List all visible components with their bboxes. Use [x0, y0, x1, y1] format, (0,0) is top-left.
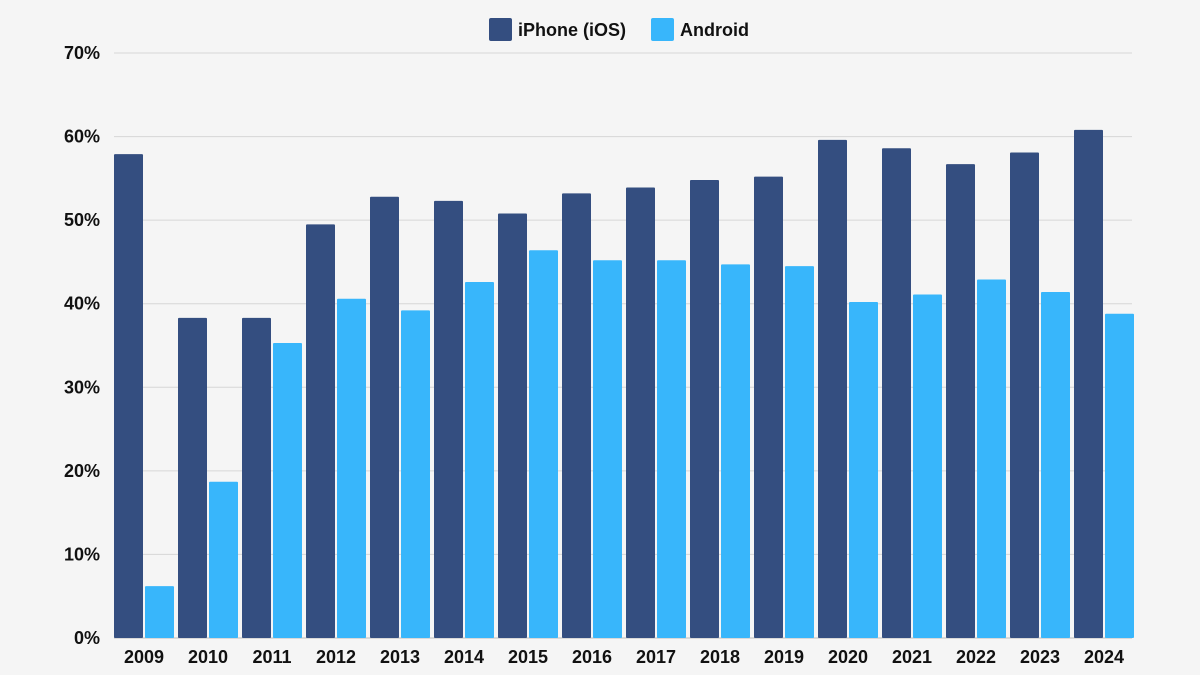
- bar-android-2020: [849, 302, 878, 638]
- x-tick-label: 2013: [380, 647, 420, 667]
- bar-android-2017: [657, 260, 686, 638]
- x-tick-label: 2011: [252, 647, 291, 667]
- bar-android-2011: [273, 342, 302, 638]
- y-tick-label: 30%: [64, 377, 100, 397]
- bar-iphone-2009: [114, 154, 143, 638]
- y-tick-label: 70%: [64, 43, 100, 63]
- bar-android-2022: [977, 279, 1006, 638]
- bar-android-2010: [209, 481, 238, 638]
- bar-android-2023: [1041, 292, 1070, 638]
- bar-iphone-2017: [626, 187, 655, 639]
- x-tick-label: 2020: [828, 647, 868, 667]
- y-tick-label: 20%: [64, 461, 100, 481]
- bar-iphone-2023: [1010, 152, 1039, 638]
- bar-android-2018: [721, 264, 750, 638]
- x-tick-label: 2023: [1020, 647, 1060, 667]
- y-tick-label: 10%: [64, 544, 100, 564]
- bar-iphone-2024: [1074, 129, 1103, 638]
- bar-iphone-2021: [882, 148, 911, 638]
- x-tick-label: 2017: [636, 647, 676, 667]
- y-tick-label: 50%: [64, 210, 100, 230]
- x-tick-label: 2019: [764, 647, 804, 667]
- bar-iphone-2012: [306, 224, 335, 639]
- bar-iphone-2019: [754, 176, 783, 638]
- x-tick-label: 2009: [124, 647, 164, 667]
- y-tick-label: 60%: [64, 127, 100, 147]
- y-axis-tick-labels: 0% 10% 20% 30% 40% 50% 60% 70%: [64, 43, 100, 648]
- bar-iphone-2020: [818, 139, 847, 638]
- x-tick-label: 2021: [892, 647, 932, 667]
- bars: [114, 129, 1134, 639]
- x-axis-tick-labels: 2009 2010 2011 2012 2013 2014 2015 2016 2017 2018…: [124, 647, 1124, 667]
- x-tick-label: 2015: [508, 647, 548, 667]
- bar-android-2015: [529, 250, 558, 638]
- x-tick-label: 2010: [188, 647, 228, 667]
- bar-android-2012: [337, 298, 366, 638]
- bar-iphone-2011: [242, 317, 271, 638]
- x-tick-label: 2024: [1084, 647, 1124, 667]
- bar-android-2019: [785, 266, 814, 638]
- bar-android-2009: [145, 586, 174, 638]
- x-tick-label: 2022: [956, 647, 996, 667]
- bar-iphone-2013: [370, 196, 399, 638]
- bar-android-2024: [1105, 313, 1134, 638]
- x-tick-label: 2014: [444, 647, 484, 667]
- bar-android-2016: [593, 260, 622, 638]
- legend-swatch-android: [651, 18, 674, 41]
- legend-label-android: Android: [680, 20, 749, 40]
- x-tick-label: 2012: [316, 647, 356, 667]
- x-tick-label: 2018: [700, 647, 740, 667]
- bar-iphone-2015: [498, 213, 527, 638]
- bar-iphone-2018: [690, 180, 719, 638]
- legend: iPhone (iOS) Android: [489, 18, 749, 41]
- bar-iphone-2016: [562, 193, 591, 638]
- y-tick-label: 40%: [64, 294, 100, 314]
- bar-iphone-2010: [178, 317, 207, 638]
- legend-swatch-iphone: [489, 18, 512, 41]
- bar-iphone-2022: [946, 164, 975, 638]
- x-tick-label: 2016: [572, 647, 612, 667]
- legend-label-iphone: iPhone (iOS): [518, 20, 626, 40]
- bar-android-2014: [465, 281, 494, 638]
- bar-iphone-2014: [434, 200, 463, 638]
- bar-android-2013: [401, 310, 430, 638]
- y-tick-label: 0%: [74, 628, 100, 648]
- bar-android-2021: [913, 294, 942, 638]
